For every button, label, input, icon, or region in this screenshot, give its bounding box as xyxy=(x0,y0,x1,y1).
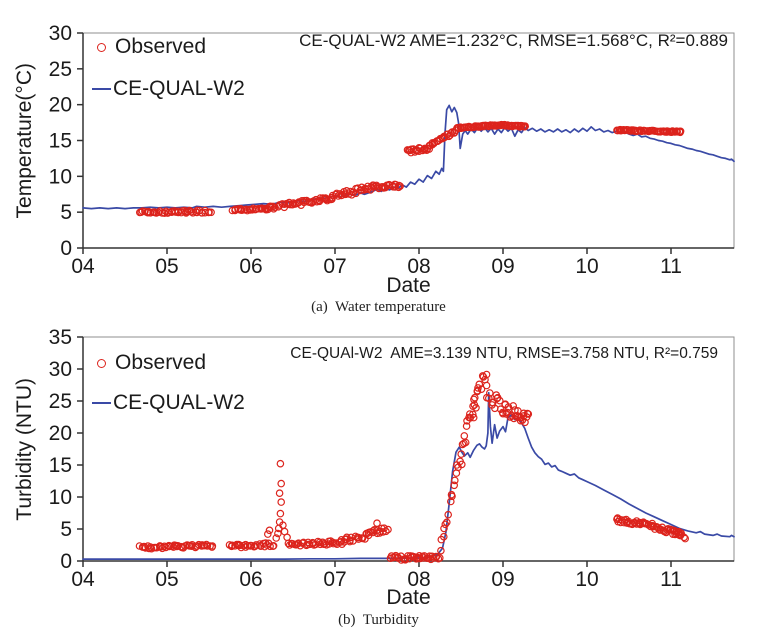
svg-text:15: 15 xyxy=(49,130,72,153)
legend-label-model: CE-QUAL-W2 xyxy=(113,391,245,414)
svg-text:09: 09 xyxy=(491,255,514,278)
svg-text:10: 10 xyxy=(49,165,72,188)
svg-text:09: 09 xyxy=(491,568,514,591)
svg-text:08: 08 xyxy=(407,255,430,278)
svg-text:20: 20 xyxy=(49,94,72,117)
turbidity-chart: 0 5 10 15 20 25 30 35 04 05 06 07 08 09 10 11 Turbidity… xyxy=(0,318,783,637)
legend-item-observed: Observed xyxy=(97,35,206,59)
svg-text:05: 05 xyxy=(155,568,178,591)
svg-text:30: 30 xyxy=(49,358,72,381)
svg-text:35: 35 xyxy=(49,326,72,349)
legend-label-model: CE-QUAL-W2 xyxy=(113,77,245,100)
svg-text:07: 07 xyxy=(323,568,346,591)
model-line-marker-icon xyxy=(92,401,111,405)
temperature-stats-annotation: CE-QUAL-W2 AME=1.232°C, RMSE=1.568°C, R²… xyxy=(299,31,728,50)
svg-text:10: 10 xyxy=(575,568,598,591)
svg-text:06: 06 xyxy=(239,568,262,591)
svg-text:07: 07 xyxy=(323,255,346,278)
turbidity-y-axis-title-text: Turbidity (NTU) xyxy=(13,377,36,521)
svg-text:05: 05 xyxy=(155,255,178,278)
model-line-marker-icon xyxy=(92,87,111,91)
svg-text:0: 0 xyxy=(60,237,72,260)
temperature-y-axis-title-text: Temperature(°C) xyxy=(13,62,36,219)
svg-text:30: 30 xyxy=(49,22,72,45)
turbidity-caption: (b) Turbidity xyxy=(338,612,419,628)
svg-text:11: 11 xyxy=(660,255,682,278)
turbidity-y-axis-title: Turbidity (NTU) xyxy=(8,337,42,561)
temperature-chart: 0 5 10 15 20 25 30 04 05 06 07 08 09 10 11 Temperature… xyxy=(0,0,783,318)
temperature-x-axis-title: Date xyxy=(386,274,431,297)
observed-circle-marker-icon xyxy=(97,358,106,368)
svg-text:04: 04 xyxy=(71,568,95,591)
svg-text:0: 0 xyxy=(60,550,72,573)
legend-item-model: CE-QUAL-W2 xyxy=(92,77,245,101)
temperature-y-axis-title: Temperature(°C) xyxy=(8,33,42,248)
observed-circle-marker-icon xyxy=(97,42,106,52)
svg-text:25: 25 xyxy=(49,58,72,81)
legend-label-observed: Observed xyxy=(115,351,207,374)
legend-item-model: CE-QUAL-W2 xyxy=(92,391,245,415)
svg-text:08: 08 xyxy=(407,568,430,591)
legend-item-observed: Observed xyxy=(97,351,206,375)
svg-text:20: 20 xyxy=(49,422,72,445)
svg-text:10: 10 xyxy=(575,255,598,278)
turbidity-x-axis-title: Date xyxy=(386,586,431,609)
svg-text:11: 11 xyxy=(660,568,682,591)
svg-text:5: 5 xyxy=(60,518,72,541)
svg-text:06: 06 xyxy=(239,255,262,278)
svg-text:15: 15 xyxy=(49,454,72,477)
temperature-caption: (a) Water temperature xyxy=(311,299,446,315)
legend-label-observed: Observed xyxy=(115,35,207,58)
svg-text:04: 04 xyxy=(71,255,95,278)
svg-text:10: 10 xyxy=(49,486,72,509)
svg-text:25: 25 xyxy=(49,390,72,413)
svg-text:5: 5 xyxy=(60,201,72,224)
turbidity-stats-annotation: CE-QUAl-W2 AME=3.139 NTU, RMSE=3.758 NTU… xyxy=(290,345,718,362)
